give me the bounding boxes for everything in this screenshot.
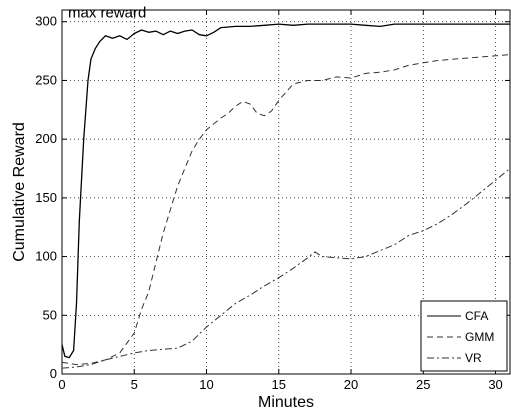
max-reward-annotation: max reward xyxy=(68,5,146,22)
y-tick-label: 300 xyxy=(35,14,57,29)
series-lines xyxy=(61,23,511,369)
legend: CFA GMM VR xyxy=(420,300,508,372)
grid-lines xyxy=(62,10,510,374)
x-tick-label: 0 xyxy=(58,377,65,392)
y-axis-label: Cumulative Reward xyxy=(11,122,28,262)
y-tick-label: 200 xyxy=(35,131,57,146)
legend-label-vr: VR xyxy=(465,351,482,365)
series-line-vr xyxy=(61,168,511,369)
x-tick-label: 15 xyxy=(272,377,286,392)
y-tick-label: 150 xyxy=(35,190,57,205)
y-tick-label: 100 xyxy=(35,249,57,264)
legend-box xyxy=(420,300,508,372)
legend-label-cfa: CFA xyxy=(465,309,488,323)
y-tick-label: 250 xyxy=(35,72,57,87)
plot-area-frame xyxy=(61,9,511,375)
x-tick-label: 10 xyxy=(199,377,213,392)
x-tick-label: 30 xyxy=(488,377,502,392)
x-axis-label: Minutes xyxy=(258,394,314,411)
x-tick-label: 20 xyxy=(344,377,358,392)
series-line-gmm xyxy=(61,54,511,366)
x-tick-label: 5 xyxy=(131,377,138,392)
y-tick-label: 0 xyxy=(50,366,57,381)
legend-label-gmm: GMM xyxy=(465,330,494,344)
x-tick-label: 25 xyxy=(416,377,430,392)
y-tick-label: 50 xyxy=(43,307,57,322)
series-line-cfa xyxy=(61,23,510,359)
